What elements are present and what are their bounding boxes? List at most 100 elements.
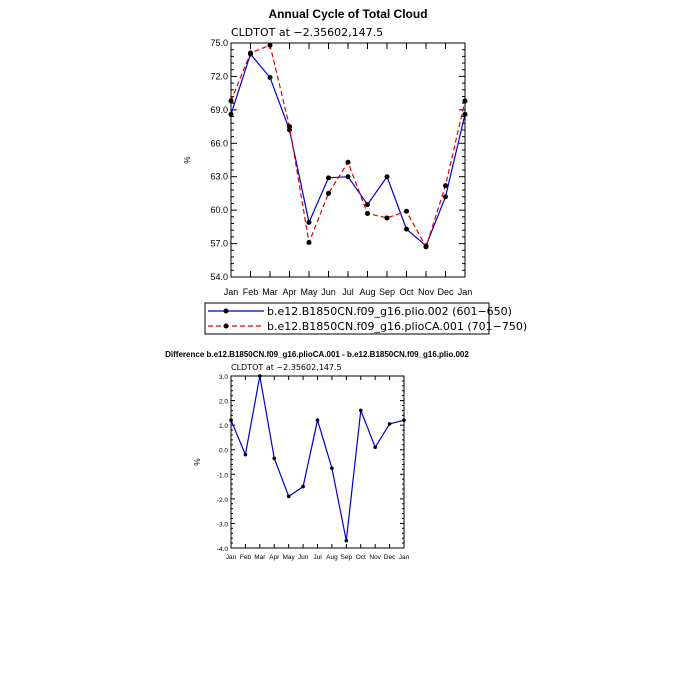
legend-marker-plio: [223, 308, 229, 314]
legend-box: [204, 302, 490, 335]
x-tick-label: Sep: [341, 554, 353, 561]
x-tick-label: Oct: [356, 554, 366, 561]
x-tick-label: Jan: [458, 287, 473, 297]
y-tick-label: 60.0: [210, 205, 228, 215]
legend-label-plio: b.e12.B1850CN.f09_g16.plio.002 (601−650): [267, 305, 512, 318]
x-tick-label: Apr: [269, 554, 280, 561]
chart-subtitle: CLDTOT at −2.35602,147.5: [231, 26, 383, 39]
x-tick-label: Aug: [359, 287, 375, 297]
y-tick-label: 54.0: [210, 272, 228, 282]
data-point-0: [272, 456, 277, 461]
series-line-1: [230, 44, 466, 249]
data-point-0: [229, 418, 233, 423]
x-tick-label: Jan: [224, 287, 239, 297]
difference-axis-ticks: [230, 375, 405, 549]
x-tick-label: Dec: [384, 554, 396, 561]
difference-title: Difference b.e12.B1850CN.f09_g16.plioCA.…: [165, 350, 469, 359]
data-point-1: [365, 210, 370, 216]
difference-y-tick-labels: -4.0 -3.0 -2.0 -1.0 0.0 1.0 2.0 3.0: [217, 374, 229, 553]
y-tick-label: 1.0: [219, 423, 228, 430]
chart-title: Annual Cycle of Total Cloud: [268, 7, 427, 21]
x-tick-labels: Jan Feb Mar Apr May Jun Jul Aug Sep Oct Nov Dec Jan: [224, 287, 473, 297]
data-point-0: [345, 174, 351, 180]
series-group: [228, 42, 468, 250]
data-point-0: [243, 452, 248, 457]
difference-plot-frame: [230, 375, 405, 549]
y-tick-label: 3.0: [219, 374, 228, 381]
x-tick-label: Jan: [399, 554, 410, 561]
legend-marker-plioca: [223, 323, 229, 329]
data-point-1: [306, 239, 312, 245]
data-point-0: [387, 422, 392, 426]
x-tick-label: Mar: [254, 554, 266, 561]
data-point-0: [365, 202, 370, 208]
data-point-1: [384, 215, 390, 221]
data-point-0: [258, 374, 262, 378]
x-tick-label: Jul: [313, 554, 322, 561]
x-tick-label: May: [283, 554, 296, 561]
series-line-0: [230, 52, 466, 247]
y-tick-labels: 54.0 57.0 60.0 63.0 66.0 69.0 72.0 75.0: [210, 38, 228, 282]
x-tick-label: Jul: [342, 287, 354, 297]
y-axis-label: %: [183, 156, 192, 163]
x-tick-label: Nov: [418, 287, 435, 297]
data-point-1: [326, 190, 331, 196]
data-point-0: [462, 111, 468, 117]
x-tick-label: Dec: [437, 287, 454, 297]
data-point-0: [373, 445, 377, 450]
y-tick-label: -1.0: [217, 472, 229, 479]
data-point-0: [301, 484, 305, 489]
data-point-0: [402, 418, 406, 423]
data-point-0: [326, 175, 331, 181]
data-point-1: [443, 183, 448, 189]
data-point-0: [344, 538, 349, 543]
y-tick-label: 69.0: [210, 105, 228, 115]
x-tick-label: Jun: [321, 287, 336, 297]
data-point-0: [267, 75, 273, 81]
difference-subtitle: CLDTOT at −2.35602,147.5: [231, 363, 342, 372]
difference-x-tick-labels: Jan Feb Mar Apr May Jun Jul Aug Sep Oct Nov Dec Jan: [226, 554, 410, 561]
x-tick-label: Jun: [298, 554, 309, 561]
axis-ticks: [230, 42, 466, 278]
difference-y-axis-label: %: [193, 458, 202, 465]
data-point-0: [384, 174, 390, 180]
data-point-0: [404, 226, 409, 232]
y-tick-label: -3.0: [217, 521, 229, 528]
data-point-1: [462, 98, 468, 104]
data-point-0: [330, 466, 334, 470]
y-tick-label: 66.0: [210, 138, 228, 148]
data-point-0: [315, 418, 320, 423]
x-tick-label: Oct: [399, 287, 414, 297]
y-tick-label: 72.0: [210, 71, 228, 81]
y-tick-label: 57.0: [210, 239, 228, 249]
x-tick-label: Aug: [326, 554, 338, 561]
y-tick-label: -2.0: [217, 497, 229, 504]
annual-cycle-chart: Annual Cycle of Total Cloud CLDTOT at −2…: [183, 7, 472, 297]
data-point-1: [267, 42, 273, 48]
x-tick-label: Feb: [240, 554, 252, 561]
legend-label-plioca: b.e12.B1850CN.f09_g16.plioCA.001 (701−75…: [267, 320, 527, 333]
difference-chart: Difference b.e12.B1850CN.f09_g16.plioCA.…: [165, 350, 469, 561]
data-point-0: [228, 111, 234, 117]
x-tick-label: Nov: [369, 554, 381, 561]
data-point-0: [286, 494, 291, 499]
x-tick-label: May: [300, 287, 318, 297]
y-tick-label: -4.0: [217, 546, 229, 553]
x-tick-label: Jan: [226, 554, 237, 561]
data-point-0: [306, 219, 312, 225]
data-point-1: [345, 159, 351, 165]
y-tick-label: 63.0: [210, 172, 228, 182]
difference-series-group: [229, 374, 406, 543]
data-point-1: [228, 98, 234, 104]
data-point-1: [404, 208, 409, 214]
data-point-0: [358, 408, 363, 413]
x-tick-label: Apr: [282, 287, 296, 297]
x-tick-label: Sep: [379, 287, 395, 297]
y-tick-label: 75.0: [210, 38, 228, 48]
data-point-1: [248, 50, 253, 56]
legend: b.e12.B1850CN.f09_g16.plio.002 (601−650)…: [204, 302, 527, 335]
y-tick-label: 0.0: [219, 448, 228, 455]
data-point-1: [287, 124, 292, 130]
data-point-0: [443, 194, 448, 200]
